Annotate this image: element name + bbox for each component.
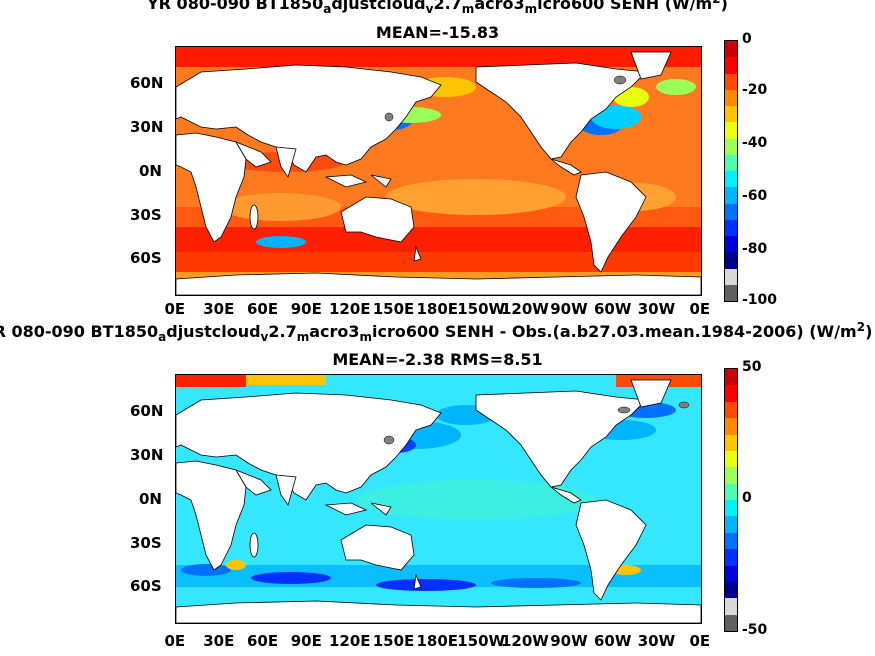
panel1-map-svg [176,47,701,295]
panel1-lat-tick: 30S [130,206,162,224]
colorbar-swatch [725,500,737,517]
panel2-lon-tick: 90E [290,632,322,650]
panel1-colorbar-tick: -60 [742,188,768,204]
panel1-colorbar-tick: -80 [742,241,768,257]
panel1-lat-tick: 30N [130,118,164,136]
panel1-lon-tick: 150W [457,300,506,318]
panel1-lon-axis: 0E 30E 60E 90E 120E 150E 180E 150W 120W 90W 60W 30W… [0,300,875,320]
panel2-colorbar-tick: 0 [742,490,752,506]
colorbar-swatch [725,73,737,90]
panel2-subtitle: MEAN=-2.38 RMS=8.51 [332,350,543,369]
colorbar-swatch [725,154,737,171]
panel1-title: YR 080-090 BT1850adjustcloudv2.7macro3mi… [147,0,728,16]
panel1-lon-tick: 180E [416,300,459,318]
panel2-lon-tick: 30W [637,632,676,650]
panel1-lon-tick: 30E [203,300,235,318]
panel1-lon-tick: 0E [164,300,186,318]
panel2-map-svg [176,375,701,623]
panel1-lon-tick: 90E [290,300,322,318]
panel2-map [175,374,702,624]
panel1-colorbar-tick: -20 [742,82,768,98]
panel2-lon-tick: 30E [203,632,235,650]
colorbar-swatch [725,581,737,599]
panel1-colorbar-tick: 0 [742,31,752,47]
panel1-colorbar [724,40,738,302]
colorbar-swatch [725,483,737,500]
colorbar-swatch [725,450,737,468]
panel2-colorbar-tick: -50 [742,622,768,638]
colorbar-swatch [725,369,737,386]
panel2-lon-tick: 120W [501,632,549,650]
colorbar-swatch [725,516,737,533]
colorbar-swatch [725,187,737,204]
panel2-colorbar-tick: 50 [742,359,762,375]
colorbar-swatch [725,89,737,106]
panel2-lat-tick: 0N [139,490,162,508]
colorbar-swatch [725,219,737,236]
panel2-lon-tick: 120E [329,632,371,650]
panel1-lat-tick: 60S [130,249,162,267]
colorbar-swatch [725,401,737,419]
colorbar-swatch [725,57,737,74]
colorbar-swatch [725,532,737,550]
panel1-colorbar-tick: -100 [742,292,778,308]
panel1-colorbar-tick: -40 [742,135,768,151]
panel1-lon-tick: 120W [501,300,549,318]
panel1-lon-tick: 60W [594,300,632,318]
colorbar-swatch [725,385,737,402]
colorbar-swatch [725,203,737,220]
panel2-lon-tick: 60E [247,632,279,650]
colorbar-swatch [725,236,737,253]
panel2-lon-tick: 180E [416,632,459,650]
panel2-lon-tick: 0E [164,632,186,650]
colorbar-swatch [725,565,737,582]
panel1-subtitle: MEAN=-15.83 [375,23,500,42]
panel2-lon-tick: 150W [457,632,506,650]
panel2-colorbar [724,368,738,632]
colorbar-swatch [725,171,737,188]
colorbar-swatch [725,268,737,285]
panel1-map [175,46,702,296]
panel1-lon-tick: 30W [637,300,676,318]
colorbar-swatch [725,467,737,484]
panel2-lat-tick: 60N [130,402,164,420]
panel2-lat-tick: 30N [130,446,164,464]
panel1-lon-tick: 120E [329,300,371,318]
colorbar-swatch [725,434,737,451]
colorbar-swatch [725,138,737,155]
colorbar-swatch [725,106,737,123]
panel2-lon-tick: 90W [550,632,588,650]
panel2-lon-axis: 0E 30E 60E 90E 120E 150E 180E 150W 120W 90W 60W 30W… [0,632,875,652]
panel1-lat-tick: 0N [139,162,162,180]
colorbar-swatch [725,549,737,566]
colorbar-swatch [725,122,737,139]
panel1-lon-tick: 150E [372,300,415,318]
panel2-lon-tick: 0E [689,632,711,650]
panel1-lon-tick: 60E [247,300,279,318]
panel2-title: YR 080-090 BT1850adjustcloudv2.7macro3mi… [0,320,873,344]
panel1-lon-tick: 0E [689,300,711,318]
panel2-lat-tick: 30S [130,534,162,552]
colorbar-swatch [725,614,737,631]
panel2-lon-tick: 150E [372,632,415,650]
panel2-lon-tick: 60W [594,632,632,650]
colorbar-swatch [725,284,737,301]
panel2-lat-tick: 60S [130,577,162,595]
panel1-lat-tick: 60N [130,74,164,92]
colorbar-swatch [725,598,737,615]
colorbar-swatch [725,418,737,435]
colorbar-swatch [725,41,737,58]
panel1-lon-tick: 90W [550,300,588,318]
colorbar-swatch [725,252,737,269]
